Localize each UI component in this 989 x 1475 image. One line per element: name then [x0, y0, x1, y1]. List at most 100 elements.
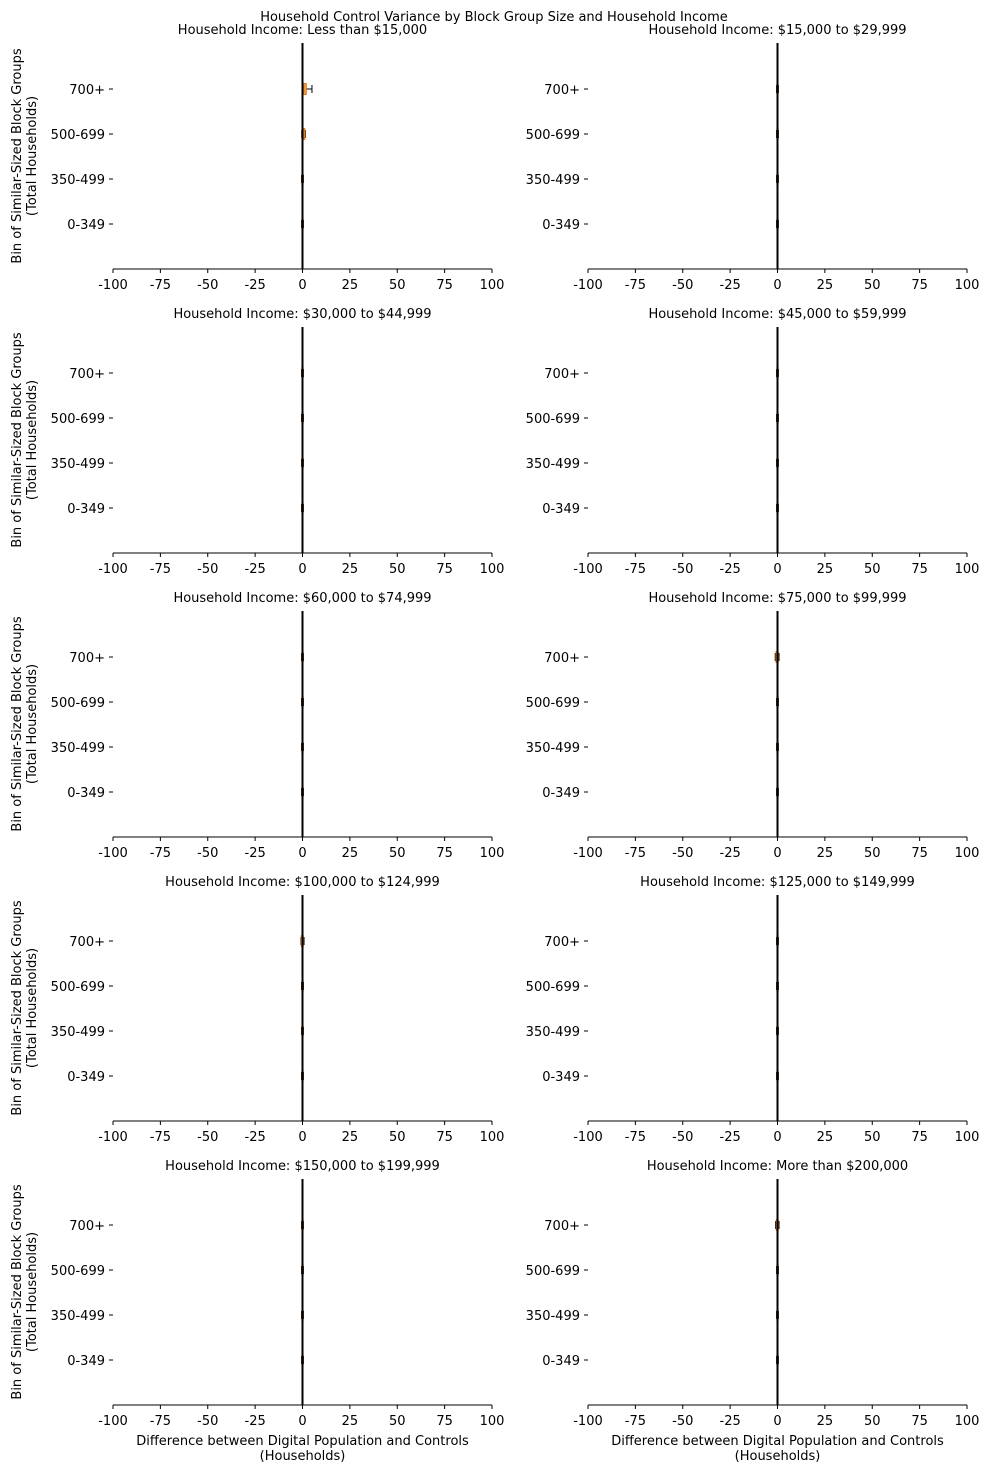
- x-tick-label: 25: [817, 1414, 834, 1429]
- x-tick-label: 75: [911, 1414, 928, 1429]
- x-tick-label: 0: [773, 278, 781, 293]
- x-tick-label: -100: [573, 562, 603, 577]
- x-tick-label: -100: [98, 846, 128, 861]
- x-tick-label: 75: [911, 846, 928, 861]
- x-tick-label: -50: [672, 846, 693, 861]
- y-tick-label: 0-349: [542, 218, 580, 233]
- x-tick-label: 100: [480, 278, 505, 293]
- x-tick-label: -25: [720, 1130, 741, 1145]
- panel-title: Household Income: $125,000 to $149,999: [640, 875, 915, 890]
- y-tick-label: 350-499: [526, 457, 580, 472]
- y-axis-label-line: (Total Households): [25, 380, 40, 500]
- y-tick-label: 0-349: [542, 1070, 580, 1085]
- y-axis-label: Bin of Similar-Sized Block Groups(Total …: [10, 900, 40, 1115]
- panels-group: Household Income: Less than $15,000 -100 -…: [10, 23, 979, 1464]
- x-tick-label: 50: [389, 846, 406, 861]
- x-tick-label: -25: [245, 1414, 266, 1429]
- x-tick-label: -100: [98, 1130, 128, 1145]
- x-tick-label: 50: [389, 562, 406, 577]
- x-tick-label: 50: [864, 562, 881, 577]
- y-tick-label: 500-699: [526, 980, 580, 995]
- y-tick-label: 350-499: [51, 173, 105, 188]
- x-tick-label: 0: [298, 278, 306, 293]
- y-axis-label: Bin of Similar-Sized Block Groups(Total …: [10, 616, 40, 831]
- y-tick-label: 350-499: [51, 1025, 105, 1040]
- x-tick-label: -25: [245, 562, 266, 577]
- y-tick-label: 700+: [544, 651, 580, 666]
- y-tick-label: 700+: [544, 367, 580, 382]
- y-tick-label: 350-499: [51, 1309, 105, 1324]
- x-tick-label: 100: [480, 562, 505, 577]
- x-tick-label: -25: [245, 278, 266, 293]
- y-tick-label: 500-699: [526, 696, 580, 711]
- y-tick-label: 0-349: [67, 786, 105, 801]
- panel-3: Household Income: $30,000 to $44,999 -100…: [10, 307, 504, 577]
- y-axis-label-line: Bin of Similar-Sized Block Groups: [10, 616, 25, 831]
- y-axis-label-line: Bin of Similar-Sized Block Groups: [10, 332, 25, 547]
- y-axis-label-line: (Total Households): [25, 1232, 40, 1352]
- panel-4: Household Income: $45,000 to $59,999 -100…: [526, 307, 980, 577]
- x-tick-label: 25: [817, 562, 834, 577]
- x-axis-label-line: (Households): [260, 1449, 346, 1464]
- x-tick-label: -75: [150, 1414, 171, 1429]
- y-tick-label: 0-349: [542, 786, 580, 801]
- x-tick-label: -25: [720, 278, 741, 293]
- y-axis-label: Bin of Similar-Sized Block Groups(Total …: [10, 1184, 40, 1399]
- x-axis-label-line: Difference between Digital Population an…: [136, 1434, 469, 1449]
- x-axis-label: Difference between Digital Population an…: [136, 1434, 469, 1464]
- y-tick-label: 0-349: [542, 1354, 580, 1369]
- x-tick-label: -50: [197, 846, 218, 861]
- x-tick-label: -100: [98, 278, 128, 293]
- x-tick-label: 0: [773, 1414, 781, 1429]
- y-tick-label: 500-699: [51, 696, 105, 711]
- y-tick-label: 350-499: [526, 741, 580, 756]
- x-tick-label: 75: [436, 1414, 453, 1429]
- x-tick-label: -75: [150, 562, 171, 577]
- x-tick-label: 25: [342, 562, 359, 577]
- x-tick-label: 0: [298, 562, 306, 577]
- x-tick-label: 100: [480, 1130, 505, 1145]
- y-tick-label: 700+: [544, 1219, 580, 1234]
- x-tick-label: -50: [197, 1414, 218, 1429]
- y-tick-label: 350-499: [51, 457, 105, 472]
- x-tick-label: -25: [245, 1130, 266, 1145]
- y-tick-label: 500-699: [526, 128, 580, 143]
- x-tick-label: -50: [672, 278, 693, 293]
- panel-title: Household Income: $30,000 to $44,999: [173, 307, 431, 322]
- x-tick-label: 100: [955, 562, 980, 577]
- panel-title: Household Income: $100,000 to $124,999: [165, 875, 440, 890]
- panel-8: Household Income: $125,000 to $149,999 -1…: [526, 875, 980, 1145]
- panel-1: Household Income: Less than $15,000 -100 -…: [10, 23, 504, 293]
- x-tick-label: 0: [773, 562, 781, 577]
- y-tick-label: 0-349: [67, 1070, 105, 1085]
- y-tick-label: 0-349: [67, 1354, 105, 1369]
- panel-title: Household Income: $150,000 to $199,999: [165, 1159, 440, 1174]
- y-axis-label-line: (Total Households): [25, 948, 40, 1068]
- panel-title: Household Income: $75,000 to $99,999: [648, 591, 906, 606]
- x-tick-label: 50: [389, 278, 406, 293]
- panel-5: Household Income: $60,000 to $74,999 -100…: [10, 591, 504, 861]
- x-tick-label: 100: [955, 846, 980, 861]
- panel-2: Household Income: $15,000 to $29,999 -100…: [526, 23, 980, 293]
- x-tick-label: -75: [150, 278, 171, 293]
- y-tick-label: 700+: [69, 367, 105, 382]
- x-tick-label: 25: [817, 1130, 834, 1145]
- x-tick-label: 0: [773, 1130, 781, 1145]
- x-tick-label: -25: [720, 846, 741, 861]
- x-tick-label: -100: [573, 1414, 603, 1429]
- x-tick-label: 50: [389, 1414, 406, 1429]
- x-tick-label: -100: [98, 1414, 128, 1429]
- panel-title: Household Income: $60,000 to $74,999: [173, 591, 431, 606]
- x-tick-label: -100: [98, 562, 128, 577]
- y-tick-label: 500-699: [526, 412, 580, 427]
- x-tick-label: 75: [911, 1130, 928, 1145]
- x-tick-label: 50: [864, 846, 881, 861]
- x-tick-label: -25: [720, 562, 741, 577]
- x-tick-label: 0: [298, 846, 306, 861]
- y-tick-label: 700+: [69, 83, 105, 98]
- y-tick-label: 700+: [544, 935, 580, 950]
- x-tick-label: 100: [480, 1414, 505, 1429]
- y-axis-label: Bin of Similar-Sized Block Groups(Total …: [10, 332, 40, 547]
- x-tick-label: 75: [436, 846, 453, 861]
